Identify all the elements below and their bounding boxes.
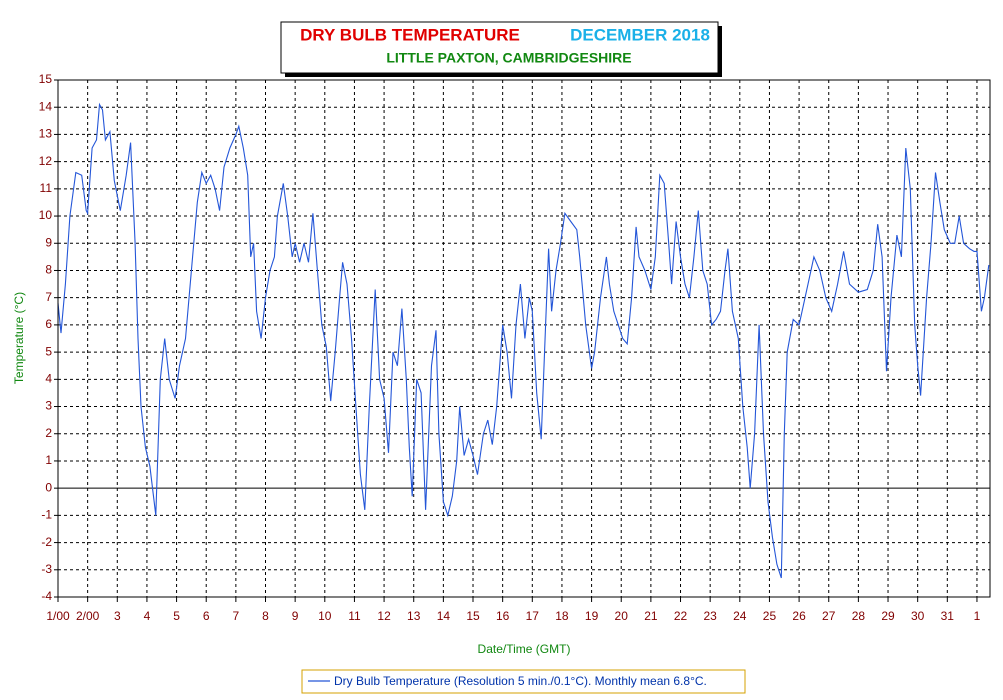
legend-box	[301, 669, 746, 694]
x-tick-label: 2/00	[76, 609, 100, 623]
x-tick-label: 10	[318, 609, 332, 623]
x-tick-label: 14	[437, 609, 451, 623]
plot-border	[57, 79, 991, 598]
y-tick-label: 7	[45, 290, 52, 304]
x-tick-label: 21	[644, 609, 658, 623]
legend-label: Dry Bulb Temperature (Resolution 5 min./…	[334, 674, 707, 688]
x-tick-label: 13	[407, 609, 421, 623]
x-tick-label: 30	[911, 609, 925, 623]
x-tick-label: 5	[173, 609, 180, 623]
x-tick-label: 1	[974, 609, 981, 623]
title-box	[280, 21, 719, 74]
y-tick-label: 3	[45, 399, 52, 413]
x-axis-label: Date/Time (GMT)	[478, 642, 571, 656]
x-tick-label: 19	[585, 609, 599, 623]
y-tick-label: -2	[41, 535, 52, 549]
data-line	[57, 102, 990, 579]
x-tick-label: 15	[466, 609, 480, 623]
y-tick-label: -4	[41, 589, 52, 603]
x-tick-label: 29	[881, 609, 895, 623]
y-tick-label: 4	[45, 371, 52, 385]
y-tick-label: 2	[45, 426, 52, 440]
y-tick-label: 15	[39, 72, 53, 86]
y-tick-label: -1	[41, 508, 52, 522]
x-tick-label: 11	[348, 609, 361, 623]
chart-title-date: DECEMBER 2018	[570, 25, 710, 44]
x-tick-label: 24	[733, 609, 747, 623]
x-tick-label: 28	[852, 609, 866, 623]
y-tick-label: 5	[45, 344, 52, 358]
x-tick-label: 23	[703, 609, 717, 623]
x-tick-label: 8	[262, 609, 269, 623]
x-tick-label: 20	[615, 609, 629, 623]
chart-title: DRY BULB TEMPERATURE	[300, 25, 520, 44]
y-tick-label: 10	[39, 208, 53, 222]
y-tick-label: 6	[45, 317, 52, 331]
x-tick-label: 17	[526, 609, 540, 623]
x-tick-label: 12	[377, 609, 391, 623]
x-tick-label: 18	[555, 609, 569, 623]
x-tick-label: 6	[203, 609, 210, 623]
y-tick-label: 0	[45, 480, 52, 494]
x-tick-label: 31	[941, 609, 955, 623]
x-tick-label: 26	[792, 609, 806, 623]
x-tick-label: 25	[763, 609, 777, 623]
plot-area	[57, 79, 991, 598]
chart-subtitle: LITTLE PAXTON, CAMBRIDGESHIRE	[386, 50, 631, 66]
x-tick-label: 4	[144, 609, 151, 623]
x-tick-label: 7	[233, 609, 240, 623]
y-tick-label: 12	[39, 154, 53, 168]
x-tick-label: 3	[114, 609, 121, 623]
x-tick-label: 27	[822, 609, 836, 623]
y-tick-label: 1	[45, 453, 52, 467]
x-tick-label: 22	[674, 609, 688, 623]
y-tick-label: 13	[39, 127, 53, 141]
x-tick-label: 16	[496, 609, 510, 623]
y-axis-label: Temperature (°C)	[12, 292, 26, 384]
y-tick-label: 14	[39, 99, 53, 113]
y-tick-label: 11	[40, 181, 53, 195]
y-tick-label: 8	[45, 263, 52, 277]
x-tick-label: 9	[292, 609, 299, 623]
x-tick-label: 1/00	[46, 609, 70, 623]
y-tick-label: 9	[45, 235, 52, 249]
y-tick-label: -3	[41, 562, 52, 576]
